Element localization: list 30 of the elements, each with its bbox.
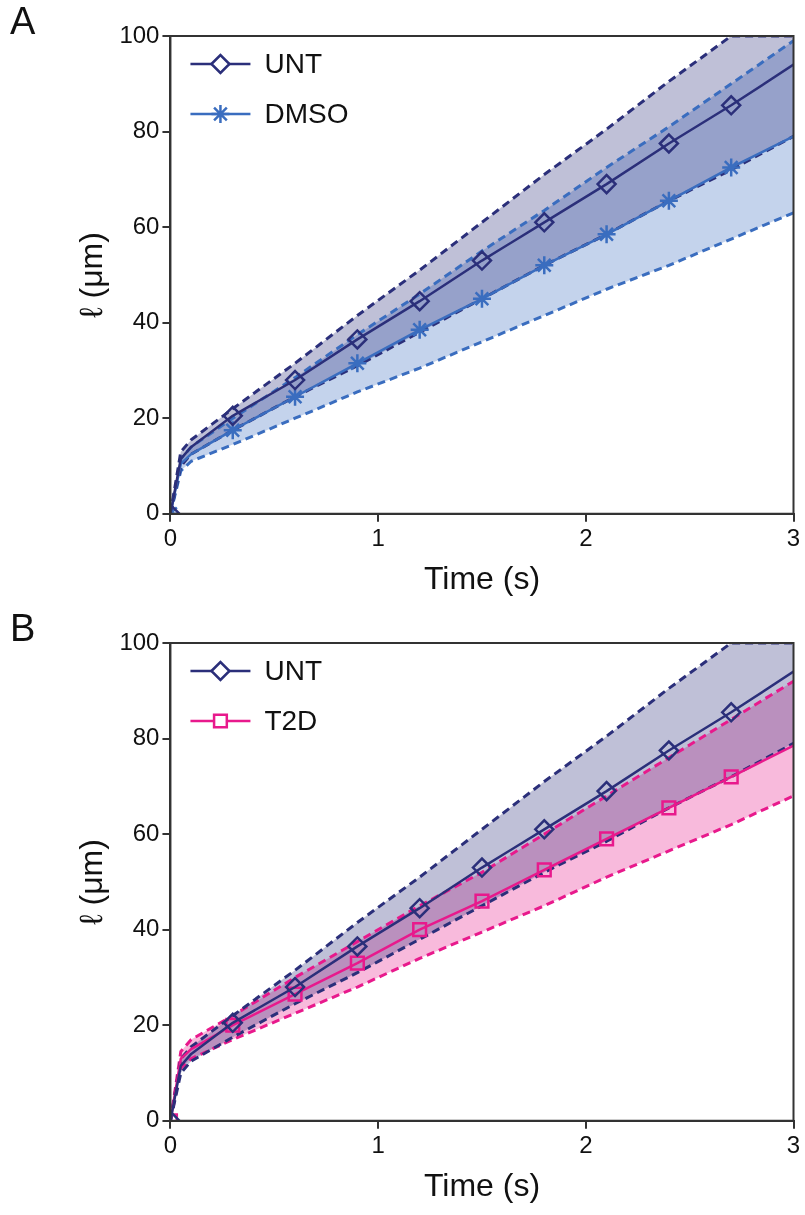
x-tick-label: 2 [579,1130,593,1158]
x-axis-title: Time (s) [423,559,541,596]
y-tick-label: 100 [119,20,160,48]
x-tick-label: 2 [579,523,593,551]
y-tick-label: 40 [132,914,160,942]
y-tick-label: 20 [132,1009,160,1037]
y-tick-label: 0 [146,1105,160,1133]
y-tick-label: 20 [132,402,160,430]
y-axis-title: ℓ (μm) [73,839,110,925]
x-tick-label: 0 [163,523,178,551]
legend-label: UNT [264,47,322,79]
y-tick-label: 60 [132,818,160,846]
legend-label: DMSO [264,97,349,129]
x-tick-label: 3 [786,523,801,551]
y-tick-label: 40 [132,307,160,335]
legend-label: UNT [264,654,322,686]
x-axis-title: Time (s) [423,1166,541,1203]
text: B [10,607,36,650]
y-tick-label: 80 [132,723,160,751]
x-tick-label: 3 [786,1130,801,1158]
text: A [10,0,36,43]
y-tick-label: 60 [132,211,160,239]
x-tick-label: 1 [371,523,385,551]
y-tick-label: 0 [146,498,160,526]
y-tick-label: 100 [119,627,160,655]
y-tick-label: 80 [132,116,160,144]
y-axis-title: ℓ (μm) [73,232,110,318]
x-tick-label: 0 [163,1130,178,1158]
legend-label: T2D [264,704,318,736]
x-tick-label: 1 [371,1130,385,1158]
